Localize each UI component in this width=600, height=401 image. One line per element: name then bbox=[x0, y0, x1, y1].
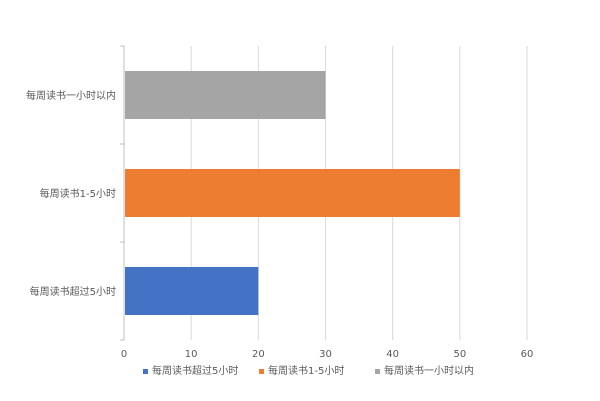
legend-label: 每周读书超过5小时 bbox=[152, 364, 238, 377]
x-tick-label: 20 bbox=[252, 349, 265, 360]
bars bbox=[125, 71, 460, 315]
y-category-label: 每周读书超过5小时 bbox=[30, 285, 116, 298]
y-category-label: 每周读书1-5小时 bbox=[40, 187, 116, 200]
x-axis-ticks: 0 10 20 30 40 50 60 bbox=[121, 349, 534, 360]
x-tick-label: 0 bbox=[121, 349, 127, 360]
legend-label: 每周读书1-5小时 bbox=[268, 364, 344, 377]
bar-1 bbox=[125, 267, 259, 315]
bar-2 bbox=[125, 169, 460, 217]
bar-3 bbox=[125, 71, 326, 119]
x-tick-label: 50 bbox=[453, 349, 466, 360]
x-tick-label: 60 bbox=[521, 349, 534, 360]
x-tick-label: 30 bbox=[319, 349, 332, 360]
legend-swatch bbox=[259, 369, 264, 374]
legend-swatch bbox=[375, 369, 380, 374]
x-tick-label: 10 bbox=[185, 349, 198, 360]
x-tick-label: 40 bbox=[386, 349, 399, 360]
y-axis-categories: 每周读书超过5小时 每周读书1-5小时 每周读书一小时以内 bbox=[26, 89, 116, 298]
legend-swatch bbox=[143, 369, 148, 374]
legend: 每周读书超过5小时 每周读书1-5小时 每周读书一小时以内 bbox=[143, 364, 474, 377]
legend-label: 每周读书一小时以内 bbox=[384, 364, 474, 377]
y-category-label: 每周读书一小时以内 bbox=[26, 89, 116, 102]
